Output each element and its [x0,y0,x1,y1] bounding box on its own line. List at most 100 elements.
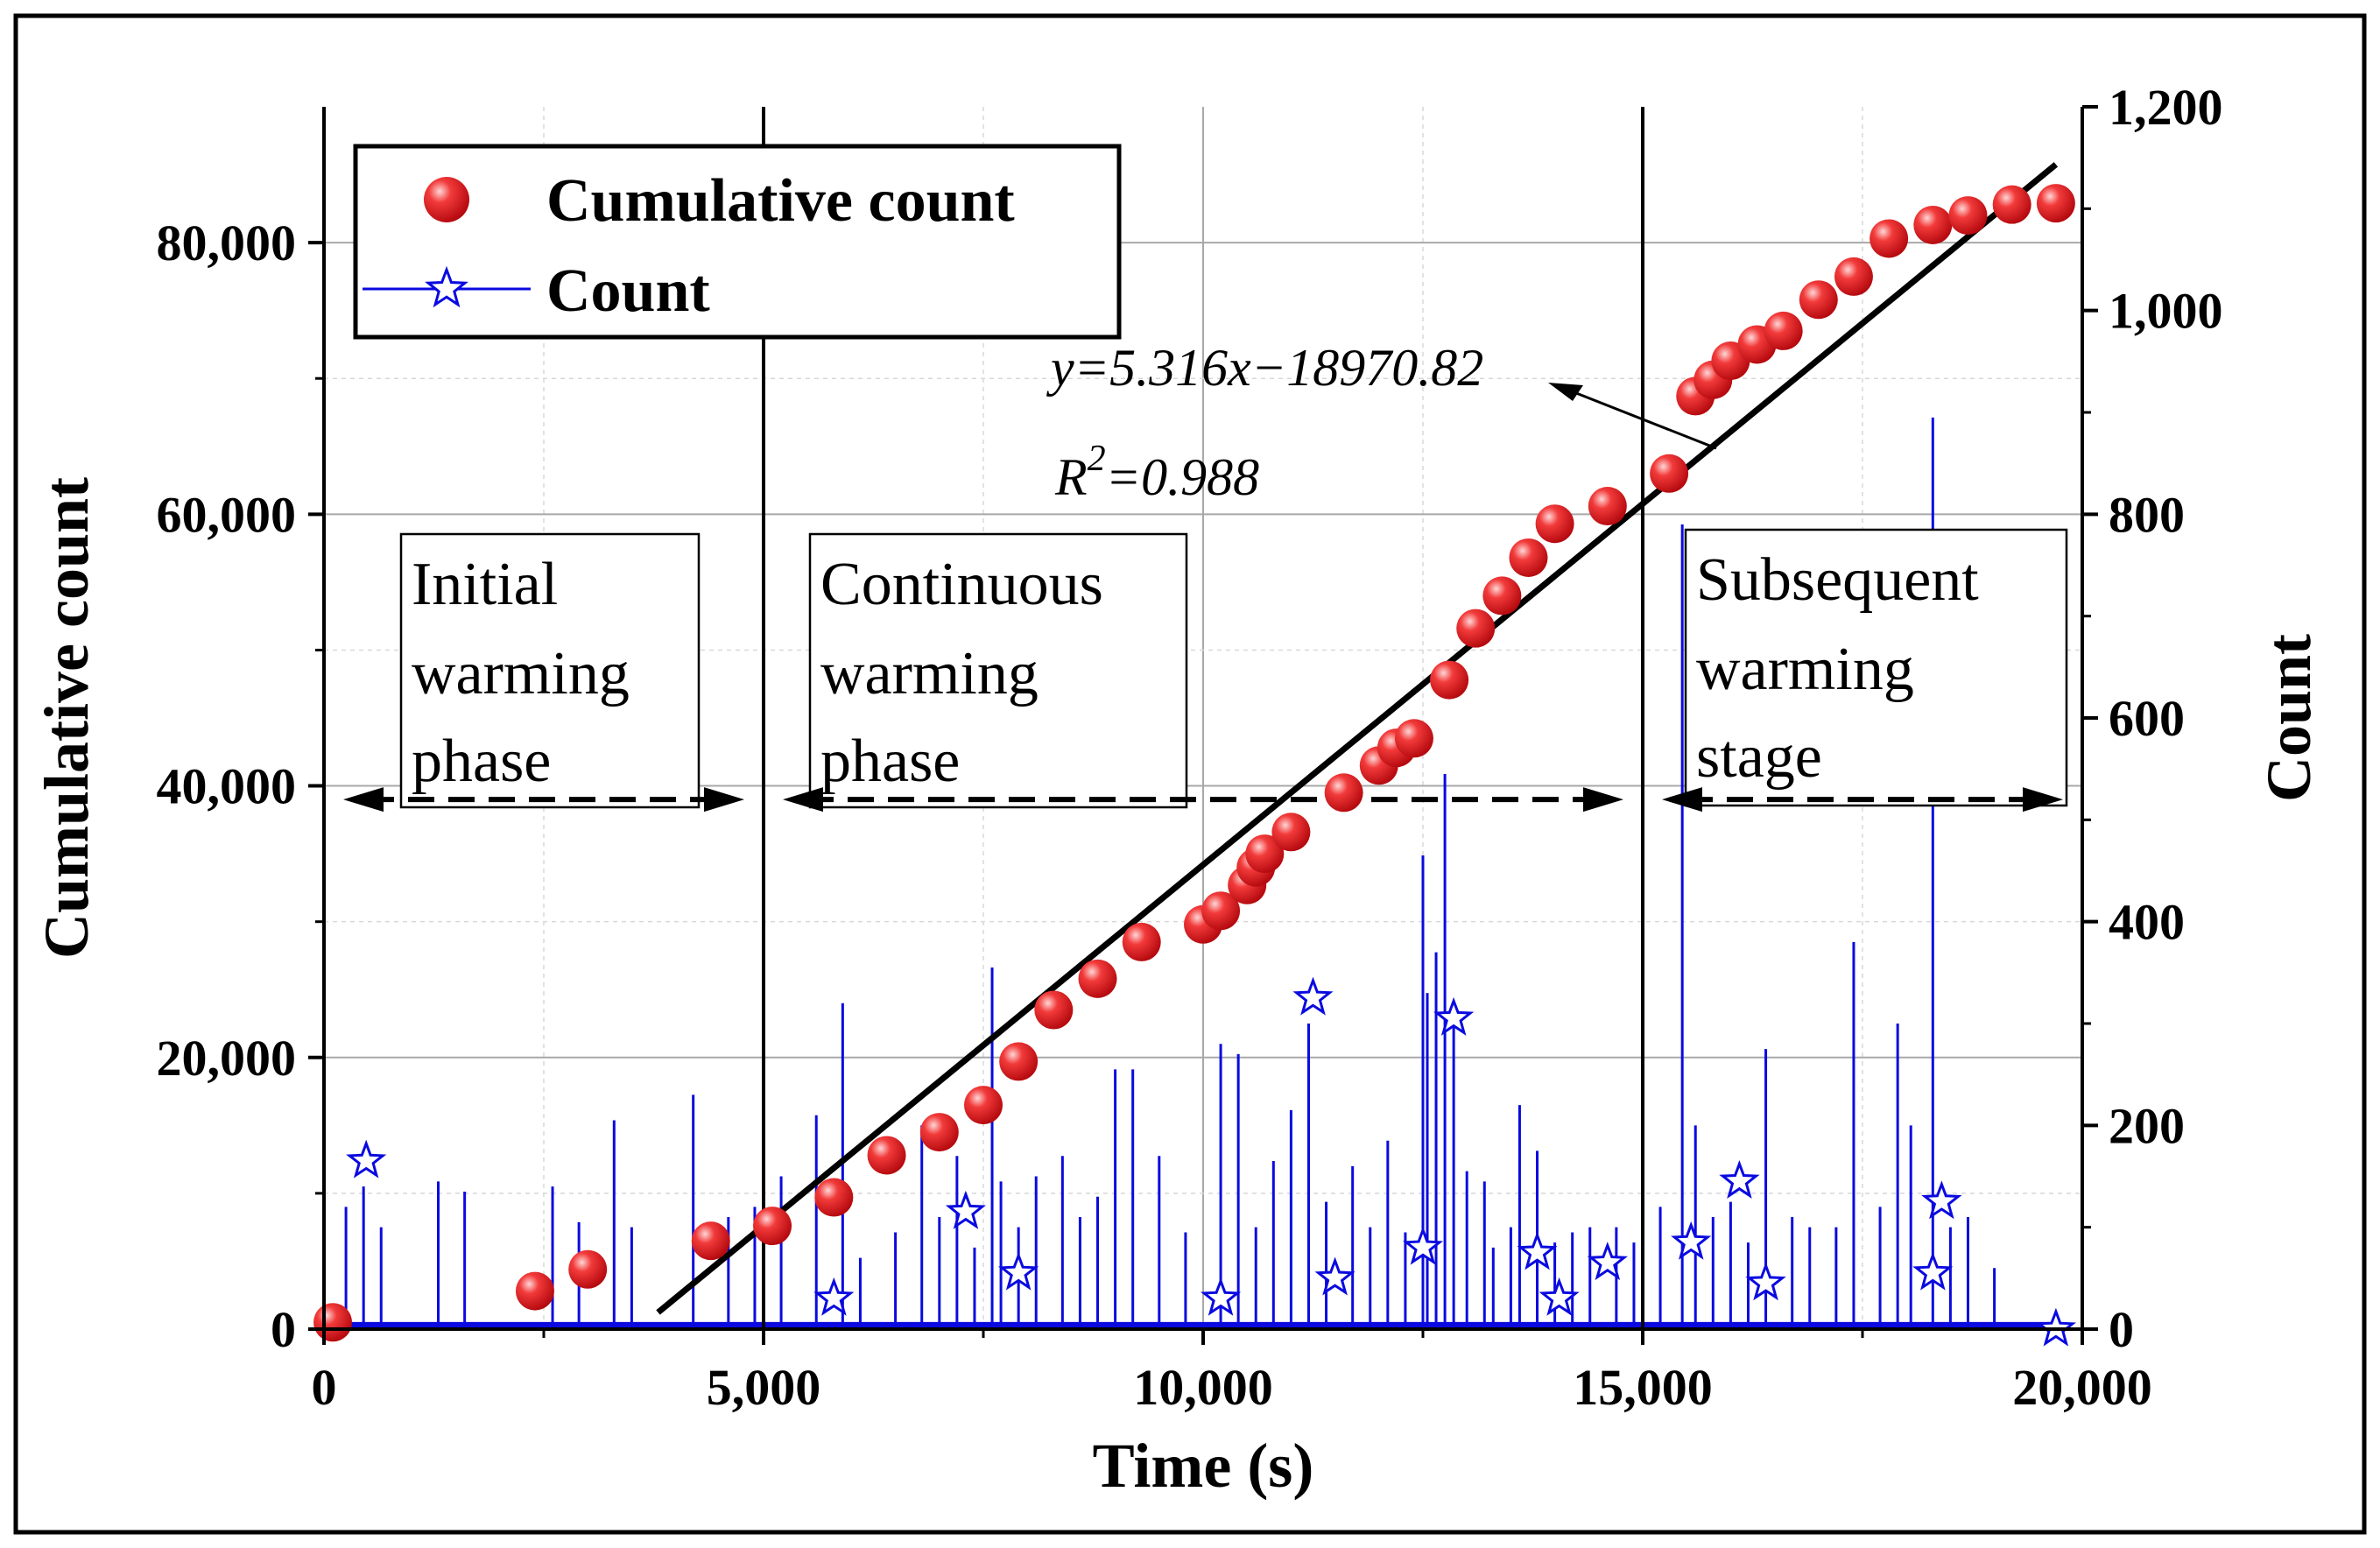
fit-line [656,162,2059,1315]
cumulative-point [1456,609,1496,648]
cumulative-point [568,1249,608,1289]
fit-annotation: y=5.316x−18970.82 R2=0.988 [1046,339,1717,506]
cumulative-point [753,1207,792,1246]
x-axis-title: Time (s) [1093,1431,1314,1501]
y2-tick-label: 400 [2109,894,2185,951]
y2-axis-ticks: 0 200 400 600 800 1,000 1,200 [2082,79,2223,1358]
cumulative-point [1799,280,1838,320]
x-tick-label: 10,000 [1133,1359,1273,1416]
phase-arrow-head-right-2 [2023,787,2063,813]
x-tick-label: 0 [312,1359,337,1416]
x-axis-ticks: 0 5,000 10,000 15,000 20,000 [312,1329,2152,1416]
cumulative-series [313,184,2075,1342]
linear-fit-line [656,162,2059,1315]
y2-tick-label: 600 [2109,690,2185,747]
legend-cumulative-marker [424,177,469,222]
fit-equation: y=5.316x−18970.82 [1046,339,1483,397]
phase-box-initial: Initial warming phase [399,532,701,809]
cumulative-point [1482,576,1522,616]
cumulative-point [1122,922,1161,961]
count-marker-star-icon [1745,1262,1786,1301]
cumulative-point [1430,660,1469,700]
y-tick-label: 60,000 [157,486,297,543]
cumulative-point [1588,487,1627,526]
y-axis-title: Cumulative count [32,477,102,959]
cumulative-point [2036,184,2075,223]
count-marker-star-icon [998,1251,1039,1291]
phase-arrow-head-left-2 [1662,787,1702,813]
cumulative-point [1078,959,1117,998]
cumulative-point [515,1271,554,1311]
y-tick-label: 0 [271,1301,296,1358]
cumulative-point [1271,813,1311,852]
r2-sup: 2 [1088,439,1106,479]
phase-initial-line-2: warming [412,640,630,707]
cumulative-point [814,1178,854,1217]
cumulative-point [999,1042,1039,1081]
cumulative-point [1948,196,1988,236]
phase-subsequent-line-1: Subsequent [1696,546,1979,614]
fit-r2: R2=0.988 [1054,439,1259,506]
phase-arrows [343,787,2063,813]
count-markers [346,976,2076,1347]
phase-continuous-line-1: Continuous [820,551,1103,618]
phase-arrow-head-right-0 [704,787,744,813]
legend-count-star-icon [425,265,468,308]
cumulative-point [1869,219,1909,258]
count-marker-star-icon [1517,1231,1558,1270]
count-baseline-band [324,1321,2056,1329]
phase-arrow-head-right-1 [1583,787,1623,813]
cumulative-point [1992,185,2031,224]
phase-subsequent-line-3: stage [1696,723,1822,791]
count-marker-star-icon [1433,996,1475,1036]
y2-axis-title: Count [2254,634,2324,802]
y2-tick-label: 800 [2109,486,2185,543]
legend: Cumulative count Count [353,144,1122,340]
cumulative-point [1764,311,1803,350]
count-marker-star-icon [1292,976,1334,1016]
cumulative-point [1394,719,1433,758]
y-axis-ticks: 0 20,000 40,000 60,000 80,000 [157,215,324,1358]
cumulative-point [1201,891,1241,931]
r2-value: =0.988 [1106,448,1260,506]
count-marker-star-icon [1921,1180,1962,1220]
legend-cumulative-label: Cumulative count [546,167,1015,235]
x-tick-label: 20,000 [2012,1359,2152,1416]
cumulative-point [313,1303,353,1342]
count-marker-star-icon [1539,1277,1580,1316]
r2-prefix: R [1054,448,1088,506]
y2-tick-label: 1,000 [2109,283,2223,340]
cumulative-point [1324,773,1363,813]
y-tick-label: 40,000 [157,758,297,815]
cumulative-point [691,1221,730,1261]
cumulative-point [964,1086,1003,1125]
cumulative-point [1034,990,1074,1030]
cumulative-point [1834,257,1873,296]
phase-arrow-head-left-1 [783,787,823,813]
x-tick-label: 15,000 [1573,1359,1713,1416]
phase-initial-line-3: phase [412,728,551,795]
cumulative-point [1535,504,1574,544]
phase-continuous-line-2: warming [820,640,1039,707]
count-marker-star-icon [1671,1221,1712,1260]
phase-initial-line-1: Initial [412,551,558,618]
phase-box-continuous: Continuous warming phase [808,532,1188,809]
legend-count-label: Count [546,257,710,325]
y2-tick-label: 1,200 [2109,79,2223,136]
phase-box-subsequent: Subsequent warming stage [1684,528,2068,807]
count-marker-star-icon [1719,1160,1760,1199]
count-marker-star-icon [1314,1256,1355,1296]
y-tick-label: 80,000 [157,215,297,271]
cumulative-point [1913,205,1953,244]
phase-subsequent-line-2: warming [1696,636,1914,703]
count-marker-star-icon [813,1277,855,1316]
count-marker-star-icon [1201,1277,1242,1316]
cumulative-point [1245,834,1285,874]
count-marker-star-icon [1402,1226,1444,1265]
x-tick-label: 5,000 [707,1359,821,1416]
cumulative-point [867,1136,906,1175]
count-marker-star-icon [1912,1251,1954,1291]
y2-tick-label: 200 [2109,1097,2185,1154]
cumulative-point [1650,454,1689,493]
